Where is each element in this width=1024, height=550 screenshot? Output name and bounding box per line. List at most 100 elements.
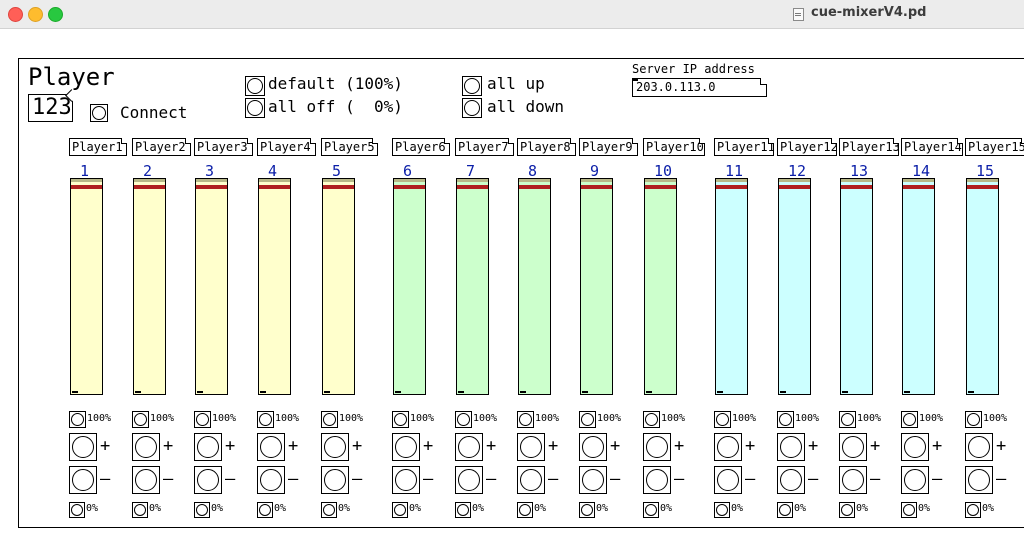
mute-bang[interactable] — [901, 502, 917, 518]
full-volume-bang[interactable] — [579, 411, 596, 428]
volume-down-bang[interactable] — [257, 466, 285, 494]
volume-up-bang[interactable] — [579, 433, 607, 461]
mute-bang[interactable] — [69, 502, 85, 518]
fader-knob[interactable] — [323, 185, 354, 189]
zoom-window-button[interactable] — [48, 7, 63, 22]
fader-knob[interactable] — [967, 185, 998, 189]
mute-bang[interactable] — [643, 502, 659, 518]
volume-down-bang[interactable] — [643, 466, 671, 494]
mute-bang[interactable] — [257, 502, 273, 518]
player-name-box[interactable]: Player5 — [321, 138, 378, 156]
volume-fader[interactable] — [644, 178, 677, 395]
volume-fader[interactable] — [258, 178, 291, 395]
fader-knob[interactable] — [581, 185, 612, 189]
volume-up-bang[interactable] — [392, 433, 420, 461]
volume-down-bang[interactable] — [579, 466, 607, 494]
full-volume-bang[interactable] — [517, 411, 534, 428]
fader-knob[interactable] — [779, 185, 810, 189]
mute-bang[interactable] — [777, 502, 793, 518]
player-name-box[interactable]: Player8 — [517, 138, 576, 156]
volume-up-bang[interactable] — [257, 433, 285, 461]
fader-knob[interactable] — [903, 185, 934, 189]
volume-down-bang[interactable] — [194, 466, 222, 494]
player-name-box[interactable]: Player7 — [455, 138, 514, 156]
full-volume-bang[interactable] — [965, 411, 982, 428]
volume-up-bang[interactable] — [194, 433, 222, 461]
volume-down-bang[interactable] — [132, 466, 160, 494]
volume-up-bang[interactable] — [839, 433, 867, 461]
player-name-box[interactable]: Player3 — [194, 138, 253, 156]
volume-up-bang[interactable] — [455, 433, 483, 461]
player-name-box[interactable]: Player11 — [714, 138, 775, 156]
volume-up-bang[interactable] — [965, 433, 993, 461]
minimize-window-button[interactable] — [28, 7, 43, 22]
volume-up-bang[interactable] — [714, 433, 742, 461]
volume-down-bang[interactable] — [392, 466, 420, 494]
mute-bang[interactable] — [714, 502, 730, 518]
connect-bang[interactable] — [90, 104, 108, 122]
player-name-box[interactable]: Player4 — [257, 138, 316, 156]
server-ip-field[interactable]: 203.0.113.0 — [632, 78, 767, 97]
full-volume-bang[interactable] — [714, 411, 731, 428]
volume-fader[interactable] — [518, 178, 551, 395]
fader-knob[interactable] — [645, 185, 676, 189]
all-up-bang[interactable] — [462, 76, 482, 96]
volume-up-bang[interactable] — [132, 433, 160, 461]
full-volume-bang[interactable] — [392, 411, 409, 428]
full-volume-bang[interactable] — [321, 411, 338, 428]
player-name-box[interactable]: Player1 — [69, 138, 127, 156]
player-name-box[interactable]: Player13 — [839, 138, 900, 156]
volume-fader[interactable] — [715, 178, 748, 395]
fader-knob[interactable] — [196, 185, 227, 189]
fader-knob[interactable] — [841, 185, 872, 189]
volume-down-bang[interactable] — [777, 466, 805, 494]
full-volume-bang[interactable] — [455, 411, 472, 428]
fader-knob[interactable] — [134, 185, 165, 189]
player-name-box[interactable]: Player6 — [392, 138, 450, 156]
full-volume-bang[interactable] — [69, 411, 86, 428]
volume-down-bang[interactable] — [965, 466, 993, 494]
volume-down-bang[interactable] — [69, 466, 97, 494]
full-volume-bang[interactable] — [257, 411, 274, 428]
full-volume-bang[interactable] — [777, 411, 794, 428]
volume-down-bang[interactable] — [901, 466, 929, 494]
volume-fader[interactable] — [840, 178, 873, 395]
player-name-box[interactable]: Player10 — [643, 138, 705, 156]
mute-bang[interactable] — [839, 502, 855, 518]
volume-up-bang[interactable] — [321, 433, 349, 461]
volume-fader[interactable] — [778, 178, 811, 395]
volume-fader[interactable] — [195, 178, 228, 395]
volume-fader[interactable] — [70, 178, 103, 395]
volume-fader[interactable] — [456, 178, 489, 395]
volume-down-bang[interactable] — [455, 466, 483, 494]
fader-knob[interactable] — [716, 185, 747, 189]
default-bang[interactable] — [245, 76, 265, 96]
volume-down-bang[interactable] — [839, 466, 867, 494]
volume-fader[interactable] — [322, 178, 355, 395]
full-volume-bang[interactable] — [901, 411, 918, 428]
player-name-box[interactable]: Player15 — [965, 138, 1024, 156]
fader-knob[interactable] — [457, 185, 488, 189]
player-name-box[interactable]: Player12 — [777, 138, 838, 156]
player-name-box[interactable]: Player2 — [132, 138, 191, 156]
close-window-button[interactable] — [8, 7, 23, 22]
fader-knob[interactable] — [71, 185, 102, 189]
volume-fader[interactable] — [966, 178, 999, 395]
player-name-box[interactable]: Player14 — [901, 138, 963, 156]
mute-bang[interactable] — [579, 502, 595, 518]
mute-bang[interactable] — [321, 502, 337, 518]
mute-bang[interactable] — [392, 502, 408, 518]
all-down-bang[interactable] — [462, 98, 482, 118]
volume-up-bang[interactable] — [901, 433, 929, 461]
mute-bang[interactable] — [965, 502, 981, 518]
volume-up-bang[interactable] — [517, 433, 545, 461]
volume-up-bang[interactable] — [69, 433, 97, 461]
mute-bang[interactable] — [455, 502, 471, 518]
all-off-bang[interactable] — [245, 98, 265, 118]
fader-knob[interactable] — [259, 185, 290, 189]
fader-knob[interactable] — [519, 185, 550, 189]
volume-fader[interactable] — [133, 178, 166, 395]
full-volume-bang[interactable] — [194, 411, 211, 428]
full-volume-bang[interactable] — [839, 411, 856, 428]
volume-up-bang[interactable] — [643, 433, 671, 461]
